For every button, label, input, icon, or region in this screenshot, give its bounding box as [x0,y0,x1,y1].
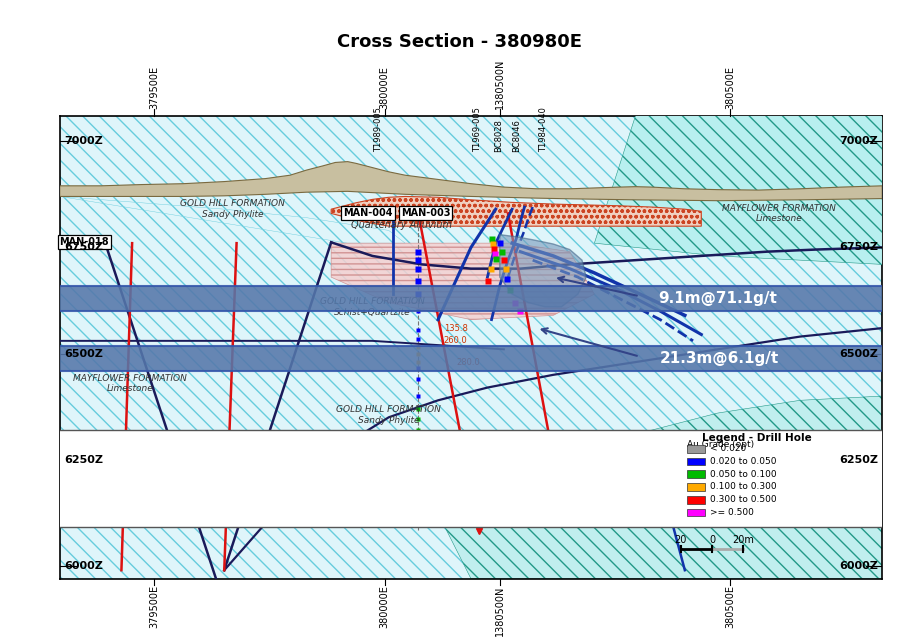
Bar [687,483,706,491]
Text: 6500Z: 6500Z [839,349,879,359]
Polygon shape [500,235,586,307]
Text: 380000E: 380000E [380,585,390,628]
Text: 1380500N: 1380500N [494,59,505,109]
Bar [687,471,706,478]
Text: 379500E: 379500E [149,66,159,109]
Polygon shape [331,243,595,320]
Text: 20: 20 [675,535,686,545]
Polygon shape [60,161,882,201]
Text: 9.1m@71.1g/t: 9.1m@71.1g/t [658,291,777,306]
FancyBboxPatch shape [0,430,919,527]
Text: BC8046: BC8046 [513,119,522,152]
Text: T1969-005: T1969-005 [473,107,482,152]
Text: Quartenary Alluvium: Quartenary Alluvium [350,221,451,230]
Text: 380000E: 380000E [380,66,390,109]
Text: MAN-004: MAN-004 [344,208,393,217]
Polygon shape [422,396,882,579]
Text: 0.300 to 0.500: 0.300 to 0.500 [710,495,777,504]
Text: 6000Z: 6000Z [63,561,103,571]
Text: GOLD HILL FORMATION
Sandy Phylite: GOLD HILL FORMATION Sandy Phylite [336,406,441,425]
Text: 0.050 to 0.100: 0.050 to 0.100 [710,470,777,479]
Text: >= 0.500: >= 0.500 [710,508,754,517]
Text: MAN-018: MAN-018 [60,237,109,248]
Text: 21.3m@6.1g/t: 21.3m@6.1g/t [660,351,779,366]
Text: GOLD HILL FORMATION
Limestone: GOLD HILL FORMATION Limestone [336,499,441,518]
Text: T1984-040: T1984-040 [539,107,548,152]
Polygon shape [60,197,405,243]
Text: GOLD HILL FORMATION
Sandy Phylite: GOLD HILL FORMATION Sandy Phylite [180,199,285,219]
Text: 6500Z: 6500Z [63,349,103,359]
Text: MAYFLOWER FORMATION
Limestone: MAYFLOWER FORMATION Limestone [722,204,836,223]
Text: 0.020 to 0.050: 0.020 to 0.050 [710,457,777,466]
Text: 0: 0 [709,535,715,545]
FancyBboxPatch shape [0,286,919,311]
Text: 1380500N: 1380500N [494,585,505,635]
FancyBboxPatch shape [0,347,919,371]
Bar [687,496,706,503]
Bar [687,509,706,516]
Text: 280.0: 280.0 [456,358,480,367]
Polygon shape [331,197,701,226]
Text: 650.0: 650.0 [425,507,449,516]
Text: 6750Z: 6750Z [839,242,879,253]
Text: BC8028: BC8028 [494,119,503,152]
Text: 260.0: 260.0 [444,336,468,345]
Bar [687,458,706,466]
Text: < 0.020: < 0.020 [710,444,746,453]
Text: MAN-003: MAN-003 [401,208,450,217]
Text: 7000Z: 7000Z [63,136,103,146]
Text: 20m: 20m [732,535,754,545]
Text: Legend - Drill Hole: Legend - Drill Hole [702,433,811,444]
Text: 6000Z: 6000Z [839,561,879,571]
Bar [687,445,706,453]
Text: 7000Z: 7000Z [839,136,879,146]
Text: Au Grade (opt): Au Grade (opt) [687,440,754,449]
Text: Cross Section - 380980E: Cross Section - 380980E [337,33,582,51]
Text: 0.100 to 0.300: 0.100 to 0.300 [710,482,777,491]
Polygon shape [595,116,882,264]
Text: 380500E: 380500E [725,585,735,628]
Text: 379500E: 379500E [149,585,159,628]
Text: 135.8: 135.8 [444,325,468,334]
Text: GOLD HILL FORMATION
Schist+Quartzite: GOLD HILL FORMATION Schist+Quartzite [320,297,425,316]
Text: 380500E: 380500E [725,66,735,109]
Text: MAYFLOWER FORMATION
Limestone: MAYFLOWER FORMATION Limestone [73,374,187,393]
Text: 6250Z: 6250Z [839,455,879,465]
Text: T1989-005: T1989-005 [374,107,383,152]
Text: 6750Z: 6750Z [63,242,103,253]
Text: 6250Z: 6250Z [63,455,103,465]
